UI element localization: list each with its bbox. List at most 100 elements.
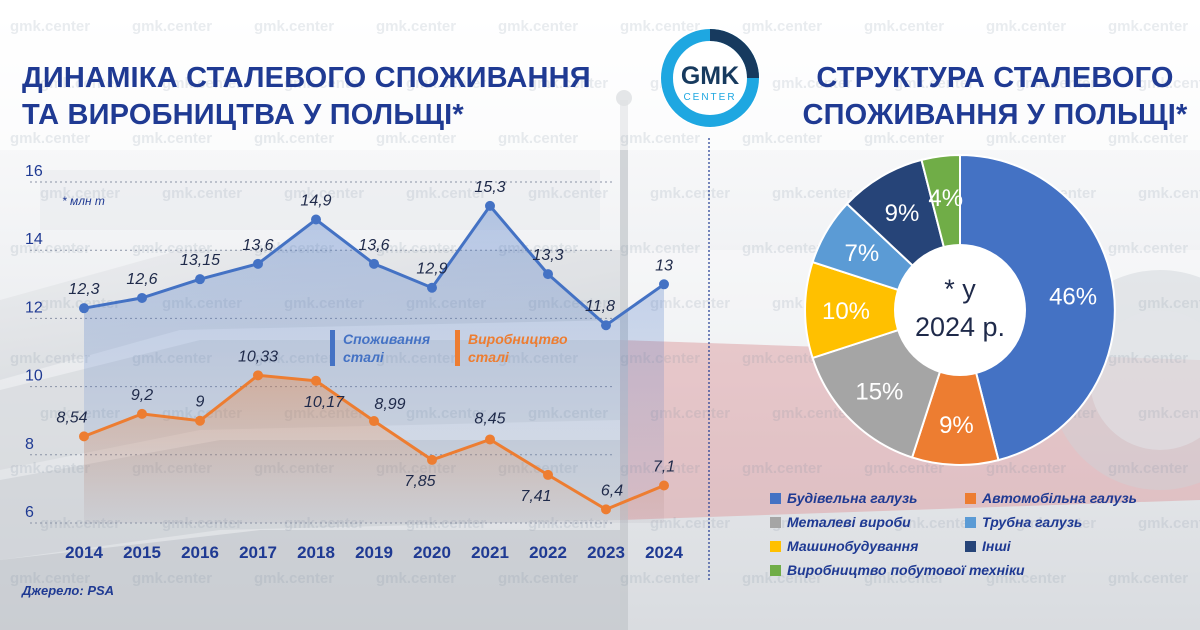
data-label: 12,3 (68, 281, 99, 298)
legend-consumption-line2: сталі (343, 349, 384, 365)
legend-production: Виробництво сталі (468, 330, 568, 366)
legend-production-swatch (455, 330, 460, 366)
legend-production-line2: сталі (468, 349, 509, 365)
y-tick-label: 12 (25, 299, 43, 316)
y-tick-label: 10 (25, 368, 43, 385)
legend-consumption: Споживання сталі (343, 330, 430, 366)
legend-label: Будівельна галузь (787, 490, 918, 506)
data-point (659, 480, 669, 491)
legend-item: Будівельна галузь (770, 490, 917, 506)
x-tick-label: 2015 (123, 543, 161, 562)
left-title-line2: ТА ВИРОБНИЦТВА У ПОЛЬЩІ* (22, 99, 464, 131)
data-point (427, 454, 437, 465)
legend-swatch (965, 493, 976, 504)
legend-label: Інші (982, 538, 1011, 554)
y-tick-label: 6 (25, 504, 34, 521)
x-tick-label: 2014 (65, 543, 103, 562)
data-point (659, 279, 669, 290)
right-title-line1: СТРУКТУРА СТАЛЕВОГО (816, 62, 1174, 94)
panel-divider (708, 138, 710, 580)
slice-label: 7% (845, 240, 880, 267)
x-tick-label: 2017 (239, 543, 277, 562)
legend-swatch (965, 517, 976, 528)
slice-label: 46% (1049, 284, 1097, 311)
donut-slice (804, 260, 964, 360)
data-label: 9,2 (131, 387, 153, 404)
legend-label: Машинобудування (787, 538, 919, 554)
legend-item: Інші (965, 538, 1011, 554)
data-label: 8,45 (474, 410, 505, 427)
legend-item: Металеві вироби (770, 514, 911, 530)
data-label: 13 (655, 257, 673, 274)
data-point (195, 415, 205, 426)
data-point (427, 282, 437, 293)
data-label: 13,6 (242, 237, 273, 254)
right-chart-title: СТРУКТУРА СТАЛЕВОГО СПОЖИВАННЯ У ПОЛЬЩІ* (795, 60, 1195, 134)
data-point (253, 370, 263, 381)
donut-hole (894, 244, 1026, 376)
data-point (601, 504, 611, 515)
legend-swatch (770, 541, 781, 552)
data-point (195, 274, 205, 285)
logo-text-main: GMK (681, 62, 739, 90)
data-point (369, 416, 379, 427)
legend-swatch (770, 517, 781, 528)
data-point (601, 320, 611, 331)
x-tick-label: 2016 (181, 543, 219, 562)
data-label: 10,33 (238, 348, 278, 365)
x-tick-label: 2024 (645, 543, 683, 562)
legend-swatch (770, 565, 781, 576)
legend-consumption-line1: Споживання (343, 331, 431, 347)
donut-center-line1: * у (944, 274, 976, 304)
y-tick-label: 14 (25, 231, 43, 248)
left-title-line1: ДИНАМІКА СТАЛЕВОГО СПОЖИВАННЯ (22, 62, 591, 94)
data-label: 13,6 (358, 237, 389, 254)
donut-slice (959, 153, 1116, 462)
data-point (311, 375, 321, 386)
legend-item: Автомобільна галузь (965, 490, 1137, 506)
left-chart-title: ДИНАМІКА СТАЛЕВОГО СПОЖИВАННЯ ТА ВИРОБНИ… (22, 60, 622, 134)
legend-item: Трубна галузь (965, 514, 1082, 530)
data-point (79, 303, 89, 314)
legend-label: Металеві вироби (787, 514, 911, 530)
data-label: 7,41 (520, 488, 551, 505)
data-point (485, 434, 495, 445)
legend-swatch (770, 493, 781, 504)
gmk-center-logo: GMK CENTER (660, 28, 760, 128)
data-label: 15,3 (474, 179, 505, 196)
data-point (79, 431, 89, 442)
data-label: 12,9 (416, 261, 447, 278)
x-tick-label: 2022 (529, 543, 567, 562)
slice-label: 9% (885, 200, 920, 227)
unit-note: * млн т (62, 194, 105, 208)
data-label: 10,17 (304, 394, 345, 411)
data-point (253, 258, 263, 269)
x-tick-label: 2020 (413, 543, 451, 562)
logo-text-sub: CENTER (683, 92, 736, 103)
x-tick-label: 2018 (297, 543, 335, 562)
y-tick-label: 16 (25, 165, 43, 180)
x-tick-label: 2023 (587, 543, 625, 562)
donut-chart: 46%9%15%10%7%9%4% * у 2024 р. (804, 153, 1116, 466)
x-tick-label: 2019 (355, 543, 393, 562)
data-label: 7,85 (404, 473, 435, 490)
data-label: 7,1 (653, 458, 675, 475)
data-point (137, 408, 147, 419)
data-label: 13,15 (180, 252, 220, 269)
data-label: 12,6 (126, 271, 157, 288)
line-chart: 12,3 12,6 13,15 13,6 14,9 13,6 12,9 15,3 13,3 11,… (25, 165, 683, 562)
legend-consumption-swatch (330, 330, 335, 366)
legend-production-line1: Виробництво (468, 331, 568, 347)
y-tick-label: 8 (25, 436, 34, 453)
data-point (485, 200, 495, 211)
legend-label: Трубна галузь (982, 514, 1083, 530)
x-tick-label: 2021 (471, 543, 509, 562)
series-area (84, 375, 664, 523)
slice-label: 15% (855, 379, 903, 406)
data-point (543, 269, 553, 280)
data-label: 9 (196, 394, 205, 411)
legend-label: Виробництво побутової техніки (787, 562, 1025, 578)
data-point (369, 258, 379, 269)
donut-slice (910, 306, 1000, 466)
data-label: 6,4 (601, 482, 623, 499)
